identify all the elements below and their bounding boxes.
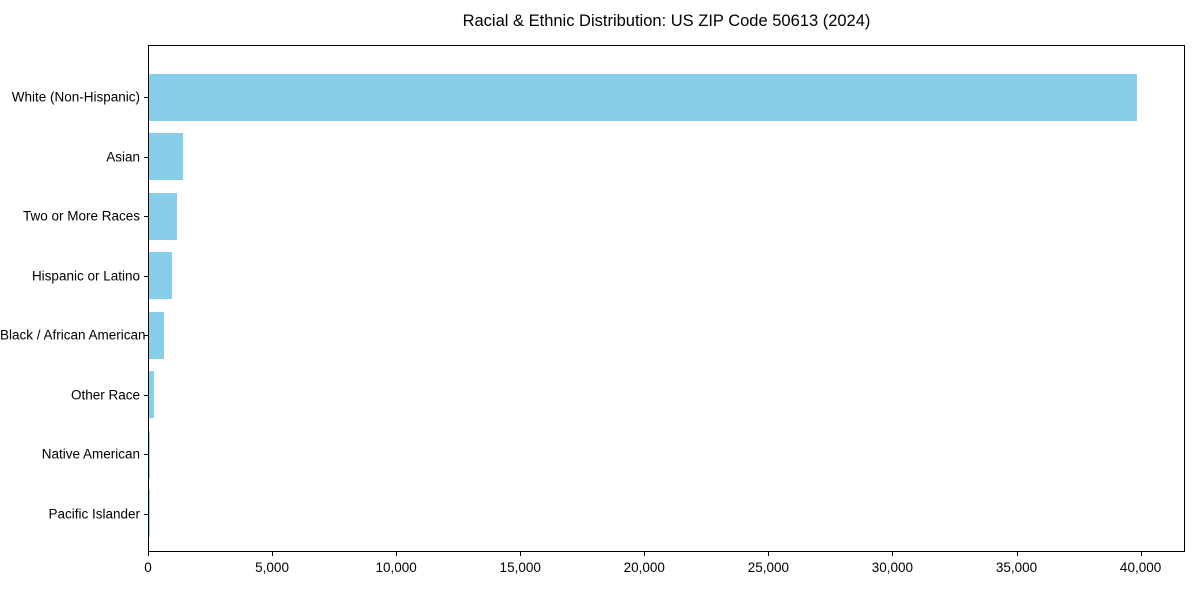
y-tick-label: Two or More Races: [22, 208, 140, 224]
y-tick-mark: [144, 216, 148, 217]
x-tick-label: 35,000: [995, 560, 1038, 575]
x-tick-mark: [644, 552, 646, 556]
x-tick-mark: [272, 552, 274, 556]
chart-title: Racial & Ethnic Distribution: US ZIP Cod…: [462, 12, 871, 30]
bar-white-non-hispanic: [149, 73, 1137, 121]
y-tick-label: Hispanic or Latino: [31, 268, 140, 283]
y-tick-mark: [144, 335, 148, 336]
x-tick-label: 0: [144, 560, 152, 575]
y-tick-mark: [144, 394, 148, 396]
x-tick-mark: [148, 552, 149, 556]
x-tick-label: 5,000: [255, 560, 289, 575]
y-tick-label: Black / African American: [0, 327, 146, 343]
x-tick-label: 20,000: [623, 560, 665, 575]
y-tick-mark: [144, 97, 148, 98]
x-tick-mark: [1140, 552, 1142, 556]
plot-area: [148, 45, 1185, 552]
x-tick-mark: [1016, 552, 1018, 556]
x-tick-label: 40,000: [1119, 560, 1162, 575]
x-tick-label: 30,000: [871, 560, 914, 575]
y-tick-label: Other Race: [70, 387, 140, 402]
y-tick-mark: [144, 275, 148, 277]
bar-black-african-american: [149, 311, 165, 359]
bar-two-or-more-races: [149, 192, 178, 240]
x-tick-mark: [892, 552, 894, 556]
y-tick-label: White (Non-Hispanic): [11, 89, 140, 105]
x-tick-mark: [520, 552, 522, 556]
x-tick-label: 10,000: [375, 560, 417, 575]
bar-native-american: [149, 430, 150, 478]
bar-other-race: [149, 371, 154, 418]
x-tick-mark: [768, 552, 770, 556]
y-tick-mark: [144, 454, 148, 455]
y-tick-label: Native American: [41, 446, 140, 462]
x-tick-mark: [396, 552, 398, 556]
x-tick-label: 25,000: [747, 560, 790, 575]
y-tick-label: Pacific Islander: [48, 506, 140, 521]
y-tick-label: Asian: [106, 149, 140, 164]
bar-hispanic-or-latino: [149, 252, 173, 299]
bar-asian: [149, 133, 183, 180]
y-tick-mark: [144, 513, 148, 515]
x-tick-label: 15,000: [499, 560, 541, 575]
y-tick-mark: [144, 156, 148, 158]
